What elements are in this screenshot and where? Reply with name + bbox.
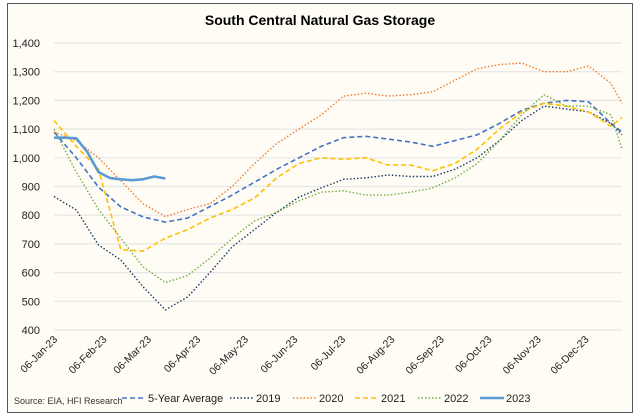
legend-label: 5-Year Average <box>148 393 223 405</box>
legend-label: 2019 <box>256 393 280 405</box>
legend-label: 2023 <box>506 393 530 405</box>
y-tick-label: 800 <box>22 210 40 222</box>
chart-title: South Central Natural Gas Storage <box>205 12 435 28</box>
x-tick-label: 06-Dec-23 <box>548 334 591 377</box>
y-tick-label: 900 <box>22 182 40 194</box>
y-tick-label: 1,300 <box>12 67 40 79</box>
series-line-2020 <box>53 62 623 218</box>
y-tick-label: 400 <box>22 325 40 337</box>
y-tick-label: 700 <box>22 239 40 251</box>
series-line-2019 <box>53 105 623 311</box>
x-tick-label: 06-Jan-23 <box>18 334 60 376</box>
y-tick-label: 1,100 <box>12 124 40 136</box>
series-line-5-year-average <box>53 99 623 223</box>
x-tick-label: 06-Jul-23 <box>309 334 349 374</box>
y-tick-label: 600 <box>22 268 40 280</box>
series-line-2021 <box>53 102 623 252</box>
legend-label: 2021 <box>381 393 405 405</box>
y-tick-label: 1,400 <box>12 38 40 50</box>
x-tick-label: 06-Feb-23 <box>67 334 110 377</box>
legend-label: 2020 <box>319 393 343 405</box>
series-line-2023 <box>54 136 166 182</box>
y-tick-label: 1,000 <box>12 153 40 165</box>
x-tick-label: 06-Aug-23 <box>354 334 397 377</box>
x-tick-label: 06-May-23 <box>207 334 251 378</box>
x-tick-label: 06-Nov-23 <box>501 334 544 377</box>
x-tick-label: 06-Jun-23 <box>258 334 300 376</box>
legend-label: 2022 <box>444 393 468 405</box>
x-tick-label: 06-Mar-23 <box>111 334 154 377</box>
y-tick-label: 500 <box>22 296 40 308</box>
x-tick-label: 06-Apr-23 <box>162 334 204 376</box>
x-tick-label: 06-Sep-23 <box>404 334 447 377</box>
source-note: Source: EIA, HFI Research <box>14 396 123 406</box>
y-tick-label: 1,200 <box>12 95 40 107</box>
series-line-2022 <box>53 93 623 284</box>
x-tick-label: 06-Oct-23 <box>453 334 495 376</box>
